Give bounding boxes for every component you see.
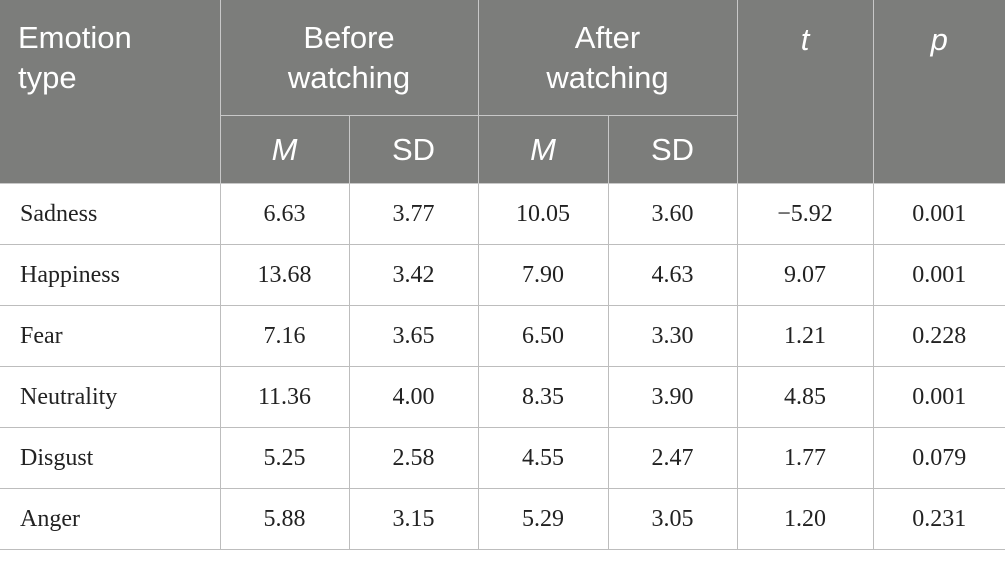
cell-after-sd: 3.60 (607, 183, 738, 245)
header-row-2: M SD M SD (0, 115, 1005, 184)
cell-before-sd: 2.58 (348, 427, 479, 489)
cell-emotion: Sadness (0, 183, 221, 245)
table-row: Anger 5.88 3.15 5.29 3.05 1.20 0.231 (0, 488, 1005, 550)
cell-p: 0.079 (872, 427, 1005, 489)
emotion-statistics-table: Emotion type Before watching After watch… (0, 0, 1005, 550)
cell-after-sd: 2.47 (607, 427, 738, 489)
table-row: Sadness 6.63 3.77 10.05 3.60 −5.92 0.001 (0, 183, 1005, 245)
cell-before-sd: 3.42 (348, 244, 479, 306)
table-row: Neutrality 11.36 4.00 8.35 3.90 4.85 0.0… (0, 366, 1005, 428)
cell-p: 0.231 (872, 488, 1005, 550)
cell-after-sd: 3.05 (607, 488, 738, 550)
table-row: Disgust 5.25 2.58 4.55 2.47 1.77 0.079 (0, 427, 1005, 489)
cell-after-m: 10.05 (477, 183, 609, 245)
cell-t: 1.20 (736, 488, 874, 550)
header-before-watching: Before watching (219, 0, 479, 116)
cell-before-m: 5.88 (219, 488, 350, 550)
header-emotion-type: Emotion type (0, 0, 221, 184)
cell-t: 1.77 (736, 427, 874, 489)
cell-emotion: Happiness (0, 244, 221, 306)
header-after-watching: After watching (477, 0, 738, 116)
cell-t: −5.92 (736, 183, 874, 245)
cell-before-m: 13.68 (219, 244, 350, 306)
cell-emotion: Disgust (0, 427, 221, 489)
cell-after-m: 6.50 (477, 305, 609, 367)
cell-p: 0.228 (872, 305, 1005, 367)
header-before-sd: SD (348, 115, 479, 184)
header-row-1: Emotion type Before watching After watch… (0, 0, 1005, 184)
cell-p: 0.001 (872, 366, 1005, 428)
cell-before-m: 11.36 (219, 366, 350, 428)
cell-after-m: 5.29 (477, 488, 609, 550)
header-t: t (736, 0, 874, 184)
cell-after-m: 8.35 (477, 366, 609, 428)
cell-emotion: Neutrality (0, 366, 221, 428)
table-header: Emotion type Before watching After watch… (0, 0, 1005, 184)
cell-before-sd: 4.00 (348, 366, 479, 428)
cell-t: 9.07 (736, 244, 874, 306)
cell-t: 1.21 (736, 305, 874, 367)
cell-emotion: Anger (0, 488, 221, 550)
table-body: Sadness 6.63 3.77 10.05 3.60 −5.92 0.001… (0, 183, 1005, 550)
cell-after-sd: 3.30 (607, 305, 738, 367)
header-before-m: M (219, 115, 350, 184)
cell-p: 0.001 (872, 183, 1005, 245)
cell-p: 0.001 (872, 244, 1005, 306)
header-after-sd: SD (607, 115, 738, 184)
cell-emotion: Fear (0, 305, 221, 367)
table-row: Fear 7.16 3.65 6.50 3.30 1.21 0.228 (0, 305, 1005, 367)
cell-before-sd: 3.15 (348, 488, 479, 550)
table-row: Happiness 13.68 3.42 7.90 4.63 9.07 0.00… (0, 244, 1005, 306)
cell-before-sd: 3.77 (348, 183, 479, 245)
cell-before-m: 6.63 (219, 183, 350, 245)
cell-after-sd: 3.90 (607, 366, 738, 428)
cell-t: 4.85 (736, 366, 874, 428)
cell-after-m: 7.90 (477, 244, 609, 306)
header-after-m: M (477, 115, 609, 184)
cell-after-m: 4.55 (477, 427, 609, 489)
cell-before-sd: 3.65 (348, 305, 479, 367)
cell-before-m: 5.25 (219, 427, 350, 489)
cell-before-m: 7.16 (219, 305, 350, 367)
header-p: p (872, 0, 1005, 184)
cell-after-sd: 4.63 (607, 244, 738, 306)
